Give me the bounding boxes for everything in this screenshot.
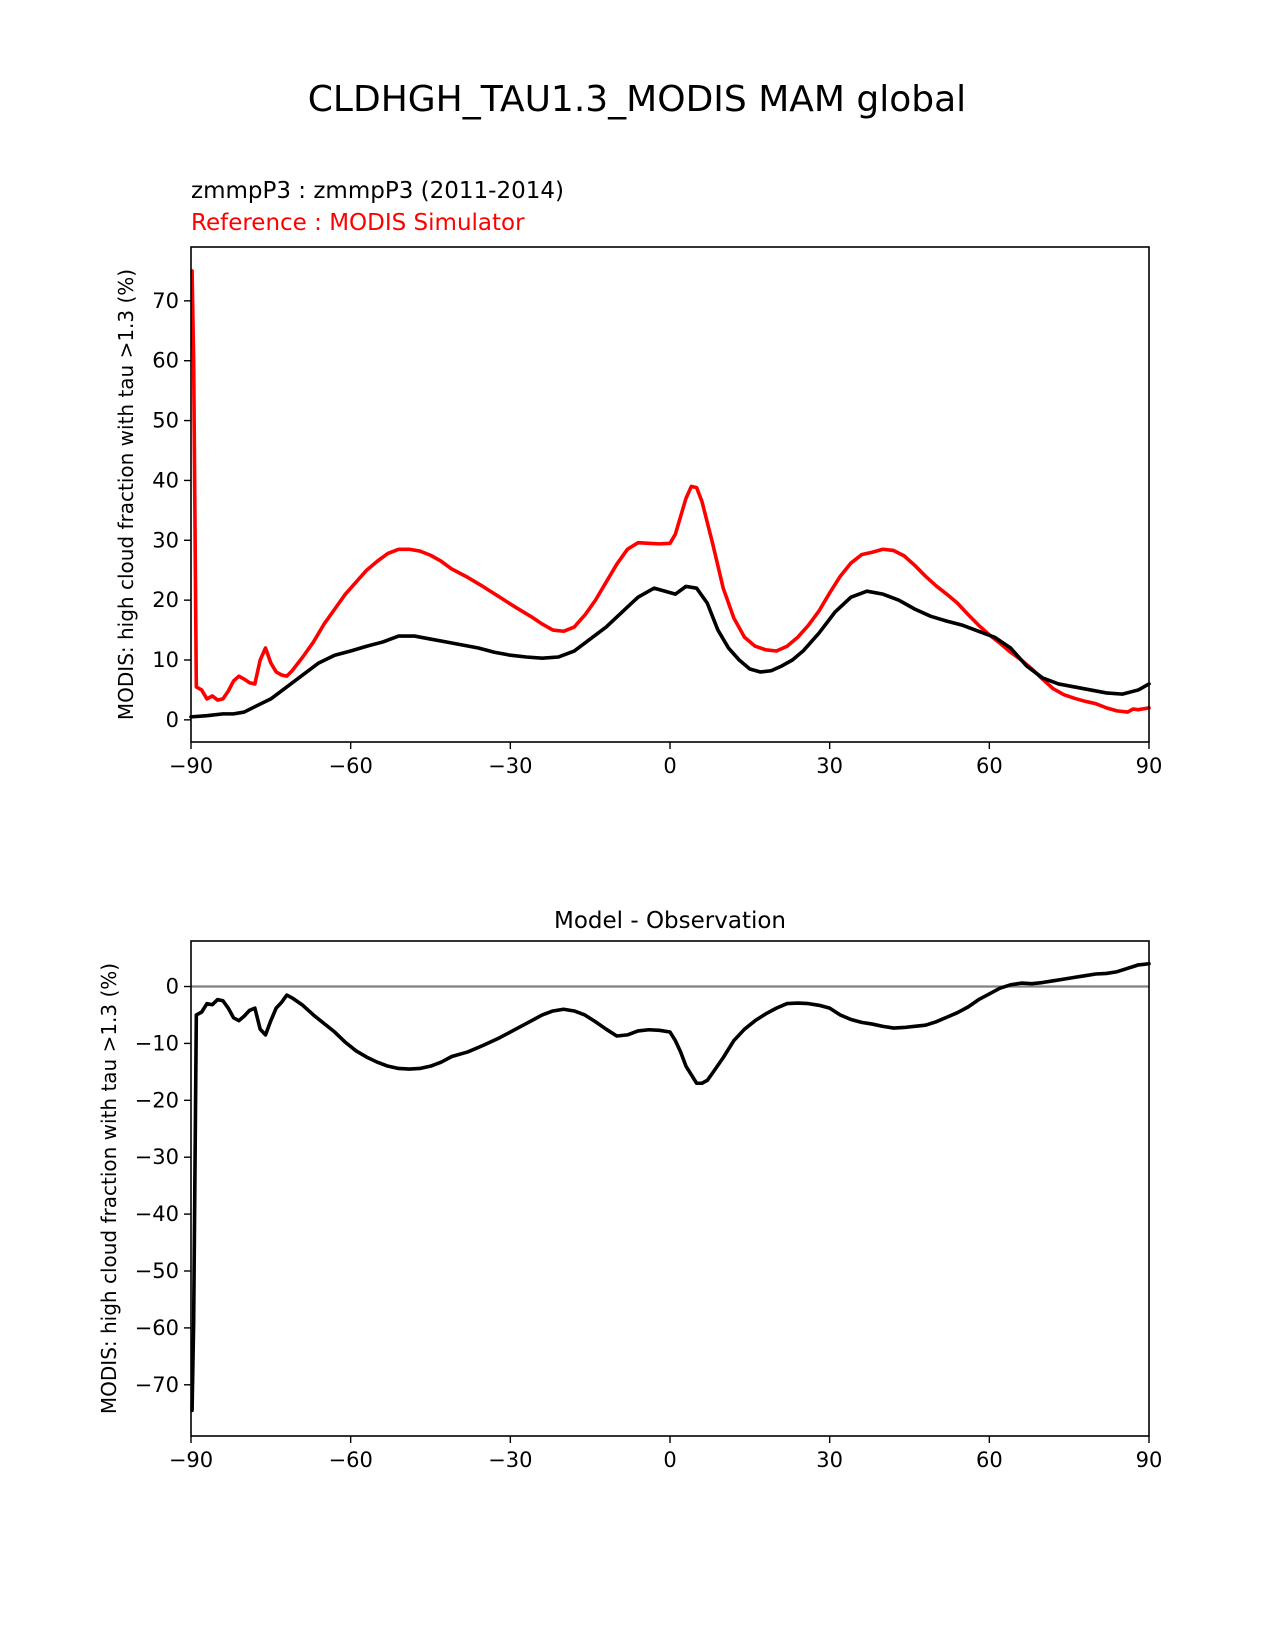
y-tick-label: 0 <box>166 975 179 999</box>
x-tick-label: −30 <box>488 1448 532 1472</box>
y-tick-label: −10 <box>135 1031 179 1055</box>
difference-series-line <box>190 961 1151 1413</box>
y-tick-label: 60 <box>152 349 179 373</box>
panel-2-series <box>190 961 1151 1413</box>
figure-suptitle: CLDHGH_TAU1.3_MODIS MAM global <box>308 79 966 120</box>
panel-1-series <box>189 269 1151 719</box>
reference-series-line <box>190 269 1151 714</box>
y-tick-label: 0 <box>166 708 179 732</box>
x-tick-label: 60 <box>976 1448 1003 1472</box>
x-tick-label: 90 <box>1136 754 1163 778</box>
y-tick-label: 10 <box>152 648 179 672</box>
y-tick-label: −60 <box>135 1316 179 1340</box>
panel-1-y-ticks: 0 10 20 30 40 50 60 70 <box>152 289 191 732</box>
panel-2-title: Model - Observation <box>554 908 786 934</box>
panel-1-x-ticks: −90 −60 −30 0 30 60 90 <box>169 742 1163 778</box>
test-series-line <box>189 584 1151 719</box>
x-tick-label: 60 <box>976 754 1003 778</box>
x-tick-label: 90 <box>1136 1448 1163 1472</box>
x-tick-label: 0 <box>663 1448 676 1472</box>
x-tick-label: −30 <box>488 754 532 778</box>
x-tick-label: −60 <box>329 1448 373 1472</box>
x-tick-label: 30 <box>816 1448 843 1472</box>
y-tick-label: −40 <box>135 1202 179 1226</box>
panel-2-ylabel: MODIS: high cloud fraction with tau >1.3… <box>97 963 121 1414</box>
y-tick-label: −50 <box>135 1259 179 1283</box>
y-tick-label: −70 <box>135 1373 179 1397</box>
y-tick-label: 70 <box>152 289 179 313</box>
y-tick-label: 20 <box>152 588 179 612</box>
x-tick-label: 30 <box>816 754 843 778</box>
y-tick-label: 50 <box>152 409 179 433</box>
panel-1-ylabel: MODIS: high cloud fraction with tau >1.3… <box>114 269 138 720</box>
panel-2-x-ticks: −90 −60 −30 0 30 60 90 <box>169 1436 1163 1472</box>
y-tick-label: 30 <box>152 528 179 552</box>
y-tick-label: 40 <box>152 468 179 492</box>
y-tick-label: −20 <box>135 1088 179 1112</box>
x-tick-label: −90 <box>169 1448 213 1472</box>
difference-panel: Model - Observation −90 −60 −30 0 30 60 90 0 −1… <box>97 908 1162 1472</box>
panel-1-title-test: zmmpP3 : zmmpP3 (2011-2014) <box>191 178 564 204</box>
x-tick-label: 0 <box>663 754 676 778</box>
x-tick-label: −60 <box>329 754 373 778</box>
panel-2-y-ticks: 0 −10 −20 −30 −40 −50 −60 −70 <box>135 975 191 1397</box>
panel-1-title-reference: Reference : MODIS Simulator <box>191 210 525 236</box>
y-tick-label: −30 <box>135 1145 179 1169</box>
x-tick-label: −90 <box>169 754 213 778</box>
reference-comparison-panel: zmmpP3 : zmmpP3 (2011-2014) Reference : … <box>114 178 1162 778</box>
